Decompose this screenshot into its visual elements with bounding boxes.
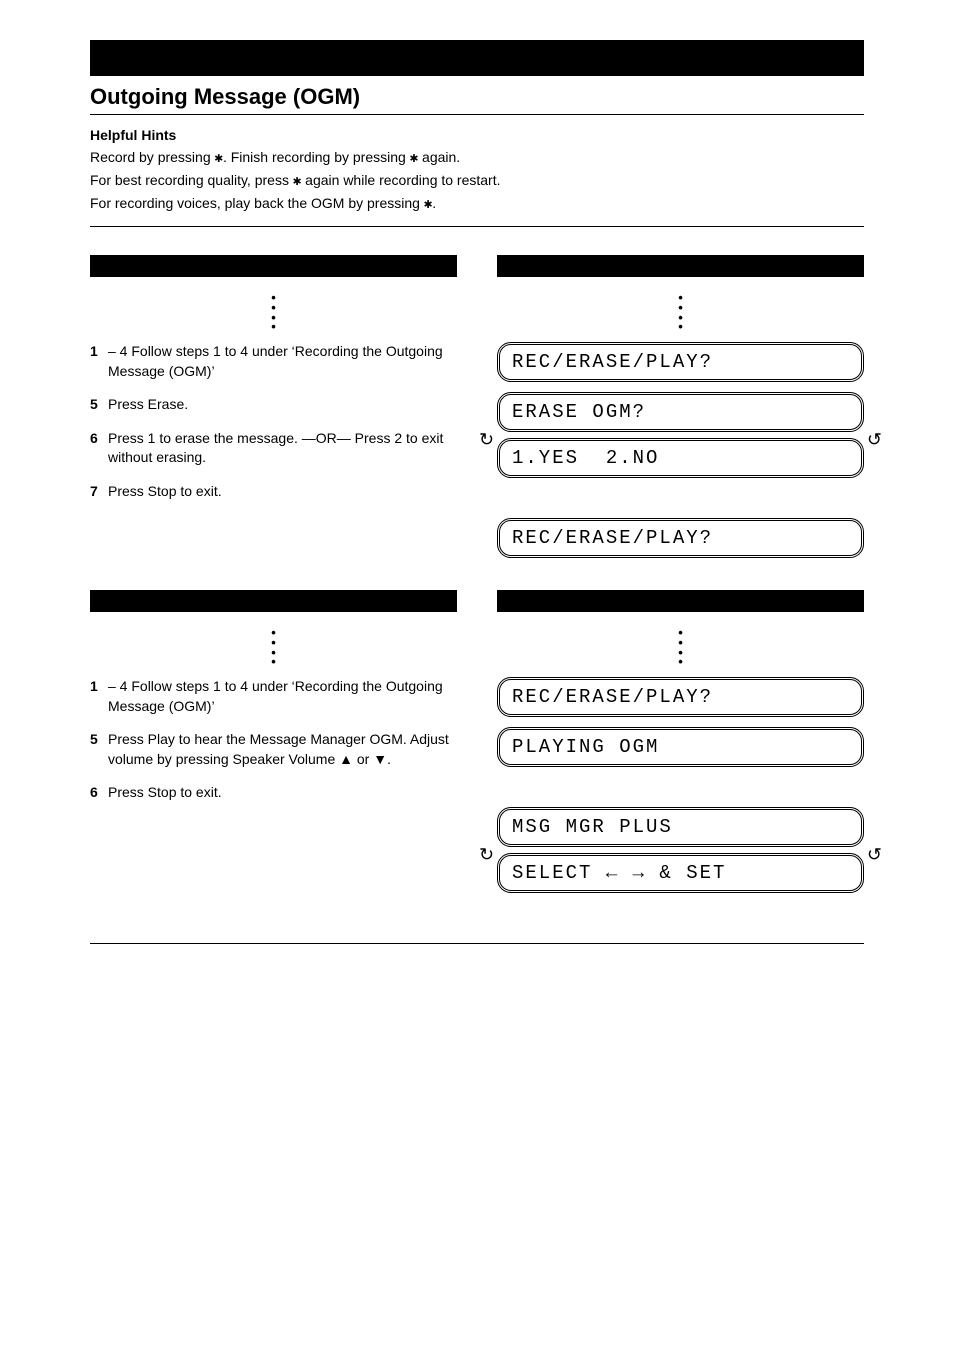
lcd-stack: ERASE OGM? 1.YES 2.NO <box>497 392 864 478</box>
lcd-text: REC/ERASE/PLAY? <box>512 527 713 549</box>
subhead-bar <box>90 255 457 277</box>
subhead-bar <box>497 590 864 612</box>
subhead-bar <box>497 255 864 277</box>
lcd-text: 1.YES 2.NO <box>512 447 659 469</box>
step-number: 6 <box>90 783 108 803</box>
vertical-dots-icon: •••• <box>497 628 864 667</box>
lcd-display: REC/ERASE/PLAY? <box>497 342 864 382</box>
hint-text: For best recording quality, press <box>90 172 293 188</box>
step-number: 6 <box>90 429 108 468</box>
step-text: Press 1 to erase the message. —OR— Press… <box>108 429 457 468</box>
playing-steps-left: 1– 4 Follow steps 1 to 4 under ‘Recordin… <box>90 677 457 817</box>
step-text: – 4 Follow steps 1 to 4 under ‘Recording… <box>108 342 457 381</box>
vertical-dots-icon: •••• <box>90 628 457 667</box>
lcd-stack: MSG MGR PLUS SELECT ← → & SET <box>497 807 864 893</box>
hint-text: again while recording to restart. <box>301 172 500 188</box>
cycle-arrow-right-icon: ↺ <box>867 430 882 451</box>
vertical-dots-icon: •••• <box>90 293 457 332</box>
lcd-text: MSG MGR PLUS <box>512 816 673 838</box>
vertical-dots-icon: •••• <box>497 293 864 332</box>
lcd-display: SELECT ← → & SET <box>497 853 864 893</box>
erasing-right-col: •••• REC/ERASE/PLAY? ERASE OGM? 1.YES 2.… <box>497 255 864 568</box>
lcd-text: PLAYING OGM <box>512 736 659 758</box>
step-number: 1 <box>90 342 108 381</box>
lcd-text: ERASE OGM? <box>512 401 646 423</box>
playing-left-col: •••• 1– 4 Follow steps 1 to 4 under ‘Rec… <box>90 590 457 903</box>
playing-right-col: •••• REC/ERASE/PLAY? PLAYING OGM MSG MGR… <box>497 590 864 903</box>
section-title: Outgoing Message (OGM) <box>90 84 864 115</box>
lcd-display: REC/ERASE/PLAY? <box>497 518 864 558</box>
erasing-section: •••• 1– 4 Follow steps 1 to 4 under ‘Rec… <box>90 255 864 568</box>
step-number: 1 <box>90 677 108 716</box>
step-text: Press Stop to exit. <box>108 482 457 502</box>
cycle-arrow-left-icon: ↻ <box>479 845 494 866</box>
asterisk-icon: ✱ <box>215 151 223 167</box>
cycle-arrow-right-icon: ↺ <box>867 845 882 866</box>
footer <box>90 943 864 950</box>
erasing-steps-left: 1– 4 Follow steps 1 to 4 under ‘Recordin… <box>90 342 457 516</box>
chapter-banner <box>90 40 864 76</box>
lcd-display: MSG MGR PLUS <box>497 807 864 847</box>
lcd-text: REC/ERASE/PLAY? <box>512 686 713 708</box>
hint-body: Record by pressing ✱. Finish recording b… <box>90 147 864 216</box>
step-number: 5 <box>90 395 108 415</box>
step-number: 5 <box>90 730 108 769</box>
asterisk-icon: ✱ <box>424 197 432 213</box>
step-text: – 4 Follow steps 1 to 4 under ‘Recording… <box>108 677 457 716</box>
hint-text: . <box>432 195 436 211</box>
hint-text: again. <box>418 149 460 165</box>
lcd-display: ERASE OGM? <box>497 392 864 432</box>
lcd-text: SELECT ← → & SET <box>512 862 726 884</box>
hint-text: . Finish recording by pressing <box>223 149 410 165</box>
erasing-left-col: •••• 1– 4 Follow steps 1 to 4 under ‘Rec… <box>90 255 457 568</box>
hint-text: For recording voices, play back the OGM … <box>90 195 424 211</box>
step-text: Press Stop to exit. <box>108 783 457 803</box>
subhead-bar <box>90 590 457 612</box>
playing-section: •••• 1– 4 Follow steps 1 to 4 under ‘Rec… <box>90 590 864 903</box>
hint-label: Helpful Hints <box>90 127 864 143</box>
hint-text: Record by pressing <box>90 149 215 165</box>
cycle-arrow-left-icon: ↻ <box>479 430 494 451</box>
lcd-display: REC/ERASE/PLAY? <box>497 677 864 717</box>
lcd-display: 1.YES 2.NO <box>497 438 864 478</box>
asterisk-icon: ✱ <box>410 151 418 167</box>
lcd-display: PLAYING OGM <box>497 727 864 767</box>
step-text: Press Erase. <box>108 395 457 415</box>
hint-block: Helpful Hints Record by pressing ✱. Fini… <box>90 127 864 227</box>
lcd-text: REC/ERASE/PLAY? <box>512 351 713 373</box>
step-number: 7 <box>90 482 108 502</box>
step-text: Press Play to hear the Message Manager O… <box>108 730 457 769</box>
